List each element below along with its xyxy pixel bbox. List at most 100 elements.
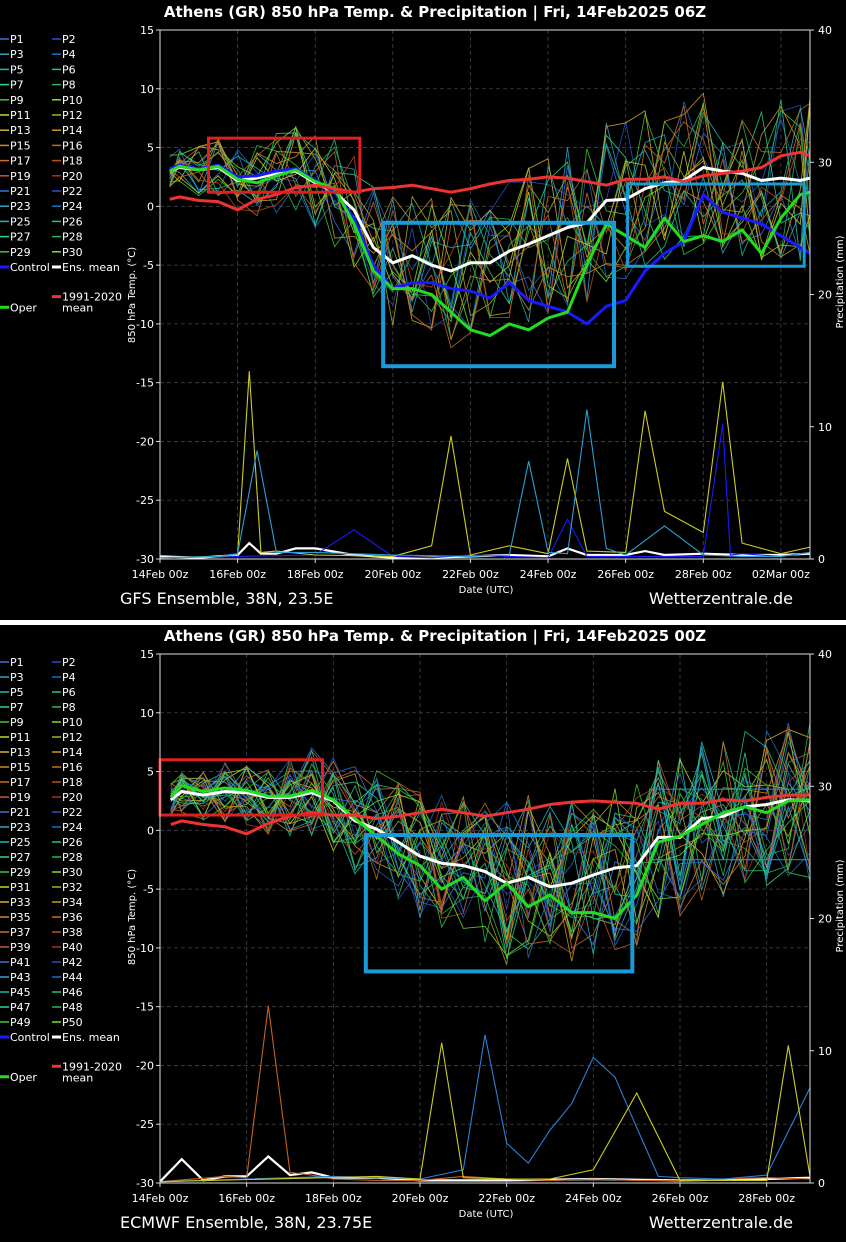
series-line bbox=[169, 784, 811, 920]
y2-tick-label: 30 bbox=[818, 780, 832, 793]
annotation-boxes bbox=[207, 136, 806, 369]
precip-line bbox=[159, 424, 811, 559]
legend-item: P4 bbox=[62, 671, 76, 684]
legend-item: 1991-2020 mean bbox=[62, 1060, 122, 1084]
legend-item: P36 bbox=[62, 911, 83, 924]
legend-item: P21 bbox=[10, 806, 31, 819]
y2-tick-label: 10 bbox=[818, 421, 832, 434]
member-line bbox=[170, 741, 811, 955]
grid bbox=[159, 653, 810, 1184]
y-tick-label: -30 bbox=[136, 1177, 154, 1190]
legend-item: P33 bbox=[10, 896, 31, 909]
legend-item: P10 bbox=[62, 94, 83, 107]
plot-frame bbox=[159, 653, 811, 1184]
legend-item-line: mean bbox=[62, 302, 93, 315]
gfs-chart: Athens (GR) 850 hPa Temp. & Precipitatio… bbox=[0, 3, 846, 608]
series-line bbox=[169, 164, 811, 338]
plot-frame bbox=[159, 29, 811, 560]
y-tick-label: 15 bbox=[140, 648, 154, 661]
legend-item: P19 bbox=[10, 791, 31, 804]
x-tick-label: 28Feb 00z bbox=[675, 568, 732, 581]
legend-item: P5 bbox=[10, 686, 24, 699]
grid bbox=[159, 29, 810, 560]
x-tick-label: 16Feb 00z bbox=[209, 568, 266, 581]
y-tick-label: -20 bbox=[136, 435, 154, 448]
y-tick-label: -5 bbox=[143, 259, 154, 272]
legend-item: P49 bbox=[10, 1016, 31, 1029]
main-series bbox=[169, 784, 811, 920]
legend-item: P35 bbox=[10, 911, 31, 924]
legend-item: P20 bbox=[62, 170, 83, 183]
legend-item: P6 bbox=[62, 63, 76, 76]
member-line bbox=[169, 99, 811, 329]
legend-item: P29 bbox=[10, 866, 31, 879]
legend-item: P34 bbox=[62, 896, 83, 909]
x-tick-label: 16Feb 00z bbox=[218, 1192, 275, 1205]
legend-item: P24 bbox=[62, 821, 83, 834]
legend-item: P12 bbox=[62, 731, 83, 744]
legend-item: P12 bbox=[62, 109, 83, 122]
y-tick-label: -30 bbox=[136, 553, 154, 566]
legend-item: P30 bbox=[62, 866, 83, 879]
annotation-box bbox=[381, 220, 617, 369]
y-tick-label: 10 bbox=[140, 83, 154, 96]
legend-item: P1 bbox=[10, 656, 24, 669]
x-tick-label: 28Feb 00z bbox=[738, 1192, 795, 1205]
y-tick-label: -10 bbox=[136, 942, 154, 955]
member-line bbox=[170, 740, 811, 945]
legend-item: P18 bbox=[62, 155, 83, 168]
legend-item: P20 bbox=[62, 791, 83, 804]
y2-tick-label: 0 bbox=[818, 1177, 825, 1190]
legend-item: P43 bbox=[10, 971, 31, 984]
legend-item: Ens. mean bbox=[62, 261, 120, 274]
y-tick-label: 5 bbox=[147, 766, 154, 779]
legend-item: P3 bbox=[10, 48, 24, 61]
y-tick-label: -15 bbox=[136, 377, 154, 390]
ecmwf-panel: Athens (GR) 850 hPa Temp. & Precipitatio… bbox=[0, 626, 846, 1242]
footer-source: Wetterzentrale.de bbox=[649, 589, 793, 608]
legend-item: P30 bbox=[62, 246, 83, 259]
legend-item: P11 bbox=[10, 109, 31, 122]
legend-item: P16 bbox=[62, 139, 83, 152]
y-tick-label: 0 bbox=[147, 824, 154, 837]
x-tick-label: 22Feb 00z bbox=[478, 1192, 535, 1205]
x-tick-label: 24Feb 00z bbox=[565, 1192, 622, 1205]
legend-item: P14 bbox=[62, 746, 83, 759]
member-line bbox=[169, 107, 811, 323]
main-series bbox=[169, 150, 811, 338]
annotation-box bbox=[207, 136, 362, 194]
axis-ticks: 15 10 5 0 -5 -10 -15 -20 -25 -30 40 30 20 10 0 14Feb 00… bbox=[132, 24, 832, 581]
axis-ticks: 15 10 5 0 -5 -10 -15 -20 -25 -30 40 30 20 10 0 14Feb 00… bbox=[132, 648, 832, 1205]
precipitation-lines bbox=[159, 1005, 811, 1183]
y-axis-label-left: 850 hPa Temp. (°C) bbox=[127, 247, 138, 343]
member-line bbox=[170, 730, 811, 933]
x-axis-label: Date (UTC) bbox=[459, 1209, 514, 1220]
member-line bbox=[170, 726, 811, 910]
legend-item: P17 bbox=[10, 155, 31, 168]
member-line bbox=[170, 750, 811, 949]
footer-model: ECMWF Ensemble, 38N, 23.75E bbox=[120, 1213, 372, 1232]
precipitation-lines bbox=[159, 371, 811, 559]
legend-item: P7 bbox=[10, 701, 24, 714]
precip-line bbox=[159, 409, 811, 559]
legend-item: P42 bbox=[62, 956, 83, 969]
y2-tick-label: 10 bbox=[818, 1045, 832, 1058]
annotation-box bbox=[626, 182, 806, 268]
y-tick-label: -10 bbox=[136, 318, 154, 331]
x-tick-label: 26Feb 00z bbox=[652, 1192, 709, 1205]
y2-tick-label: 40 bbox=[818, 24, 832, 37]
legend-item: P14 bbox=[62, 124, 83, 137]
y-tick-label: 15 bbox=[140, 24, 154, 37]
legend-item: P6 bbox=[62, 686, 76, 699]
series-line bbox=[169, 166, 811, 273]
annotation-box bbox=[363, 833, 635, 974]
legend-item: P15 bbox=[10, 761, 31, 774]
x-tick-label: 18Feb 00z bbox=[287, 568, 344, 581]
x-tick-label: 24Feb 00z bbox=[520, 568, 577, 581]
legend-item: P28 bbox=[62, 231, 83, 244]
footer-model: GFS Ensemble, 38N, 23.5E bbox=[120, 589, 333, 608]
y-axis-label-right: Precipitation (mm) bbox=[835, 859, 846, 952]
legend-item: P22 bbox=[62, 185, 83, 198]
y-tick-label: -5 bbox=[143, 883, 154, 896]
legend-item: P19 bbox=[10, 170, 31, 183]
